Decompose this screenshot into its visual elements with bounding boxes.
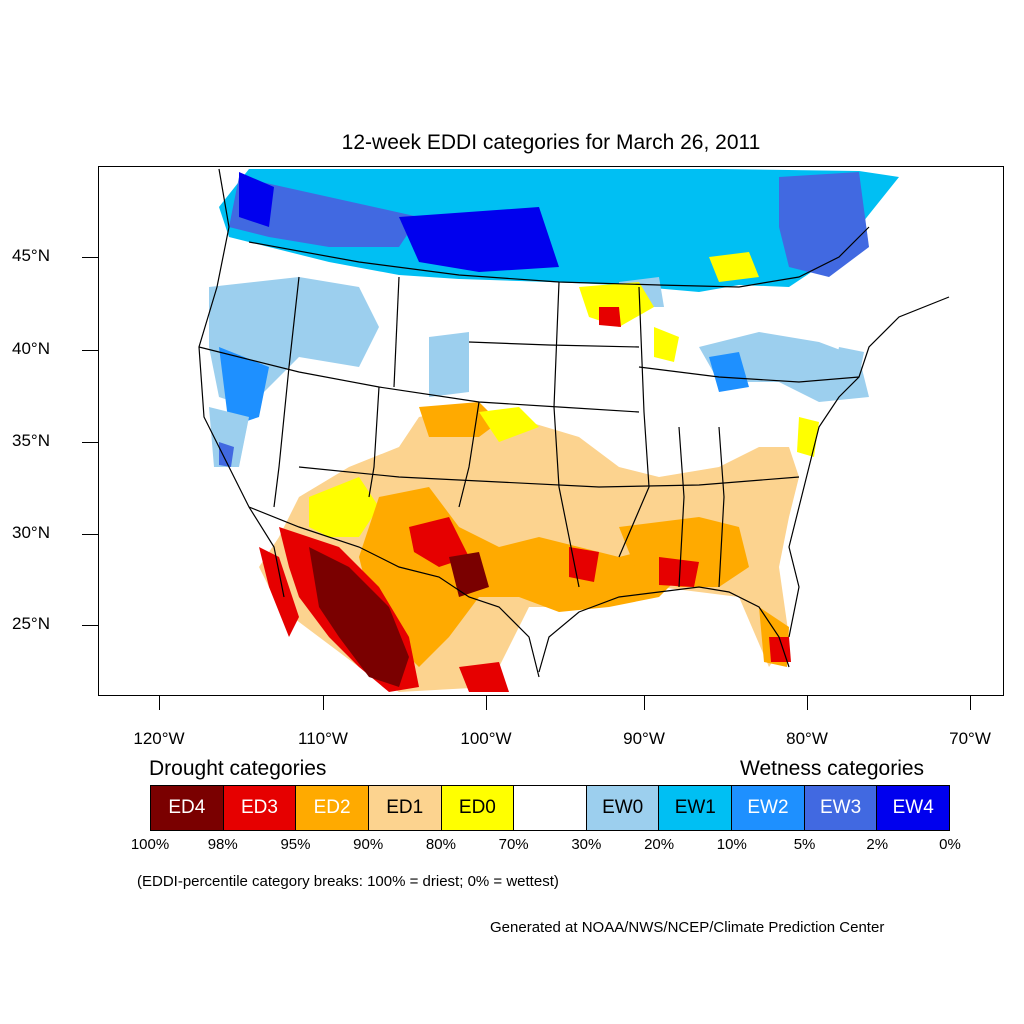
legend-swatch: EW0 [586,786,660,830]
wetness-heading: Wetness categories [740,757,925,780]
legend-swatch: ED4 [151,786,224,830]
legend-swatch: ED0 [441,786,515,830]
percentile-label: 90% [353,836,384,853]
lon-label-110: 110°W [298,729,348,748]
legend-swatch: ED2 [296,786,369,830]
lon-tick [970,696,971,710]
percentile-label: 2% [866,836,889,853]
lat-label-35: 35°N [12,431,50,450]
map-panel [98,166,1004,696]
map-title: 12-week EDDI categories for March 26, 20… [341,131,761,154]
legend-swatch: EW4 [877,786,950,830]
drought-heading: Drought categories [149,757,327,780]
lat-label-30: 30°N [12,523,50,542]
percentile-label: 95% [280,836,311,853]
percentile-label: 0% [939,836,961,853]
lon-label-120: 120°W [133,729,185,748]
percentile-label: 70% [498,836,529,853]
percentile-label: 80% [425,836,456,853]
lon-tick [323,696,324,710]
wetness-regions [209,169,899,467]
lat-label-45: 45°N [12,246,50,265]
eddi-map [198,168,950,692]
legend-swatch: EW1 [659,786,733,830]
lon-tick [644,696,645,710]
percentile-label: 98% [207,836,238,853]
lon-tick [807,696,808,710]
legend-swatch: ED3 [223,786,297,830]
lat-tick [82,534,98,535]
lon-tick [159,696,160,710]
legend-swatch: EW3 [804,786,878,830]
lon-label-100: 100°W [460,729,512,748]
lat-tick [82,625,98,626]
lat-label-25: 25°N [12,614,50,633]
legend-swatch: EW2 [732,786,805,830]
percentile-label: 5% [793,836,816,853]
lon-label-80: 80°W [786,729,828,748]
lat-tick [82,257,98,258]
boundaries [198,168,950,678]
legend-swatch: ED1 [368,786,442,830]
lon-label-90: 90°W [623,729,665,748]
legend-note: (EDDI-percentile category breaks: 100% =… [137,873,559,890]
percentile-label: 100% [130,836,170,853]
drought-regions [259,252,819,692]
lon-tick [486,696,487,710]
lon-label-70: 70°W [949,729,991,748]
percentile-label: 30% [571,836,602,853]
lat-label-40: 40°N [12,339,50,358]
lat-tick [82,350,98,351]
percentile-label: 10% [716,836,747,853]
legend-swatch [514,786,587,830]
legend-colorbar: ED4 ED3 ED2 ED1 ED0 EW0 EW1 EW2 EW3 EW4 [150,785,950,831]
percentile-label: 20% [644,836,675,853]
lat-tick [82,442,98,443]
credit-text: Generated at NOAA/NWS/NCEP/Climate Predi… [490,919,885,936]
